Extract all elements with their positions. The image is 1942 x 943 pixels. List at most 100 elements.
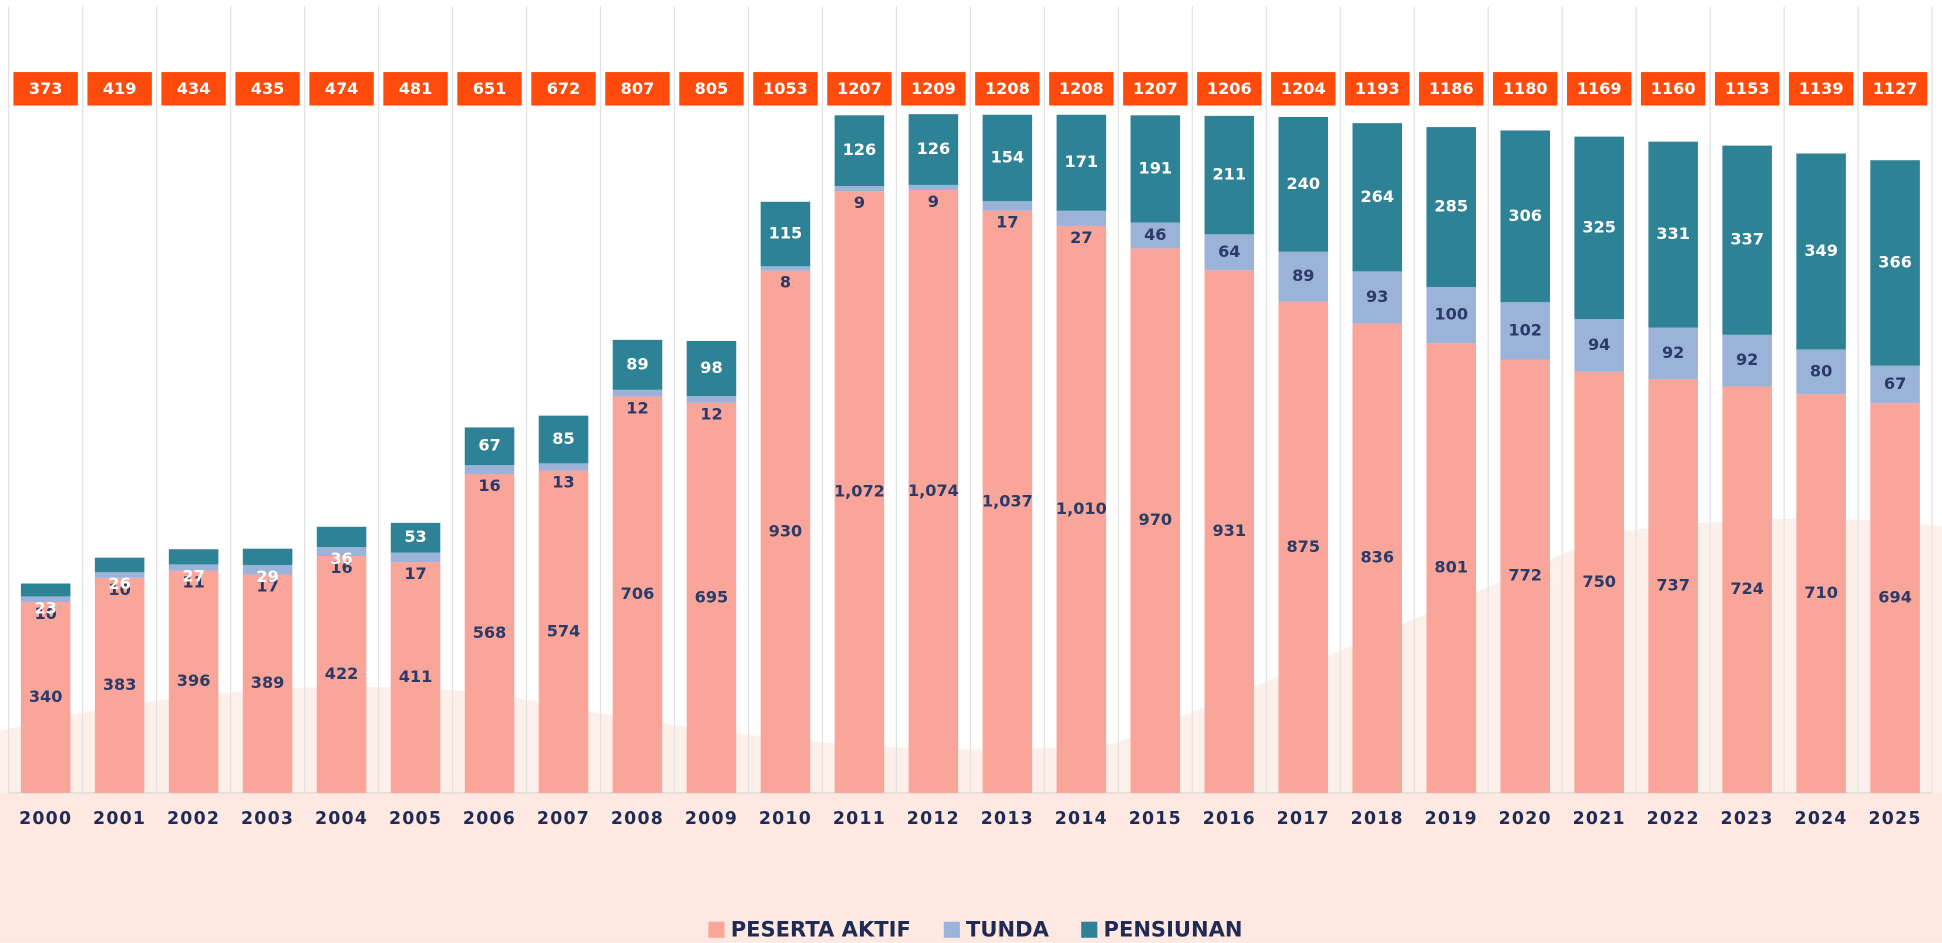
bar-segment [316, 526, 367, 548]
bar-segment [1352, 323, 1403, 793]
x-tick-label: 2012 [907, 809, 960, 829]
bar-segment [20, 596, 71, 603]
bar-segment [94, 577, 145, 793]
total-box [1788, 72, 1854, 106]
bar-segment [1500, 302, 1550, 360]
bar-segment [834, 191, 885, 793]
data-label: 931 [1212, 521, 1246, 540]
x-tick-label: 2004 [315, 809, 368, 829]
bar-segment [1870, 365, 1920, 404]
bar-segment [168, 549, 219, 565]
data-label: 23 [34, 598, 56, 617]
bar-segment [168, 564, 219, 571]
data-label: 67 [478, 436, 500, 455]
total-label: 1127 [1873, 79, 1918, 98]
data-label: 102 [1508, 320, 1542, 339]
data-label: 836 [1360, 548, 1394, 567]
bar-segment [760, 201, 811, 267]
x-tick-label: 2005 [389, 809, 442, 829]
bar-segment [1278, 116, 1329, 252]
total-box [1345, 72, 1410, 106]
data-label: 89 [626, 354, 648, 373]
bar-segment [1426, 343, 1477, 793]
total-label: 1153 [1725, 79, 1770, 98]
x-tick-label: 2017 [1277, 809, 1330, 829]
total-box [605, 72, 670, 106]
footer-band [0, 792, 1942, 943]
bar-segment [1500, 130, 1550, 303]
data-label: 12 [626, 398, 648, 417]
data-label: 154 [991, 147, 1025, 166]
total-box [1197, 72, 1262, 106]
bar-segment [20, 602, 71, 793]
x-tick-label: 2021 [1573, 809, 1626, 829]
total-box [161, 72, 226, 106]
total-box [827, 72, 892, 106]
total-label: 1209 [911, 79, 956, 98]
data-label: 383 [103, 675, 137, 694]
data-label: 29 [256, 567, 278, 586]
bar-segment [242, 564, 293, 575]
x-tick-label: 2008 [611, 809, 664, 829]
total-box [309, 72, 374, 106]
bar-segment [1130, 222, 1181, 249]
total-box [1714, 72, 1780, 106]
bar-segment [1352, 271, 1403, 324]
data-label: 36 [330, 549, 352, 568]
bar-segment [1870, 160, 1920, 366]
data-label: 27 [1070, 228, 1092, 247]
bar-segment [1574, 136, 1624, 320]
data-label: 191 [1139, 158, 1173, 177]
data-label: 126 [917, 139, 951, 158]
total-label: 419 [103, 79, 137, 98]
bar-segment [94, 557, 145, 573]
x-tick-label: 2019 [1425, 809, 1478, 829]
total-label: 1204 [1281, 79, 1326, 98]
bar-segment [834, 115, 885, 187]
data-label: 16 [330, 558, 352, 577]
data-label: 970 [1139, 510, 1173, 529]
bar-segment [94, 572, 145, 578]
total-label: 1139 [1799, 79, 1844, 98]
bar-segment [316, 555, 367, 793]
data-label: 1,037 [982, 491, 1033, 510]
data-label: 422 [325, 664, 359, 683]
bar-segment [1130, 248, 1181, 793]
total-label: 651 [473, 79, 507, 98]
data-label: 94 [1588, 335, 1610, 354]
data-label: 325 [1582, 217, 1616, 236]
legend-label: TUNDA [966, 916, 1050, 941]
bar-segment [1648, 379, 1698, 793]
x-tick-label: 2013 [981, 809, 1034, 829]
total-box [901, 72, 966, 106]
data-label: 98 [700, 358, 722, 377]
total-label: 1193 [1355, 79, 1400, 98]
bar-segment [1648, 141, 1698, 328]
bar-segment [1574, 319, 1624, 372]
data-label: 694 [1878, 588, 1912, 607]
data-label: 574 [547, 621, 581, 640]
total-label: 1206 [1207, 79, 1252, 98]
x-tick-label: 2023 [1721, 809, 1774, 829]
bar-segment [1056, 225, 1107, 793]
bar-segment [908, 114, 959, 185]
data-label: 17 [256, 576, 278, 595]
bar-segment [464, 465, 515, 475]
bar-segment [1870, 403, 1920, 793]
legend-label: PESERTA AKTIF [731, 916, 911, 941]
total-box [1862, 72, 1928, 106]
legend-swatch [943, 921, 960, 938]
bar-segment [1130, 115, 1181, 223]
data-label: 875 [1286, 537, 1320, 556]
bar-segment [1204, 234, 1255, 271]
data-label: 53 [404, 527, 426, 546]
bar-segment [1796, 394, 1846, 793]
total-box [1566, 72, 1632, 106]
legend-swatch [1081, 921, 1098, 938]
data-label: 264 [1360, 187, 1394, 206]
data-label: 340 [29, 687, 63, 706]
data-label: 772 [1508, 566, 1542, 585]
bar-segment [1204, 270, 1255, 793]
bar-segment [686, 402, 737, 793]
x-tick-label: 2010 [759, 809, 812, 829]
